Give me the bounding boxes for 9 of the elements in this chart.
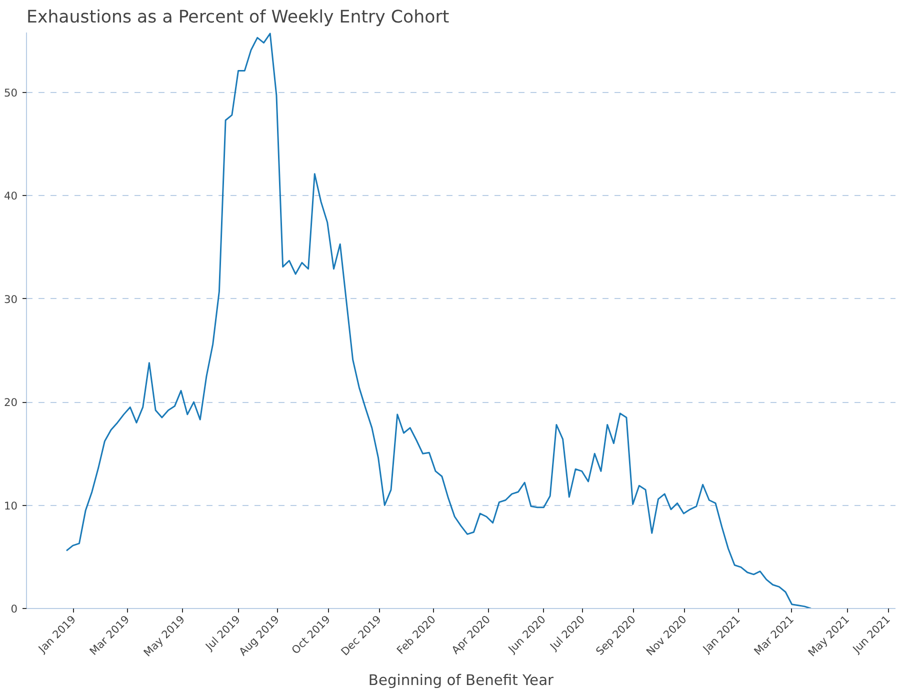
y-tick-label: 0 bbox=[10, 602, 18, 616]
y-tick-label: 10 bbox=[4, 499, 18, 512]
chart-title: Exhaustions as a Percent of Weekly Entry Cohort bbox=[26, 8, 450, 28]
y-tick-label: 40 bbox=[4, 190, 18, 203]
y-tick-label: 20 bbox=[4, 396, 18, 410]
y-tick-label: 50 bbox=[4, 86, 18, 100]
line-series bbox=[66, 32, 812, 608]
x-axis-title: Beginning of Benefit Year bbox=[368, 672, 555, 689]
y-tick-label: 30 bbox=[4, 292, 18, 306]
